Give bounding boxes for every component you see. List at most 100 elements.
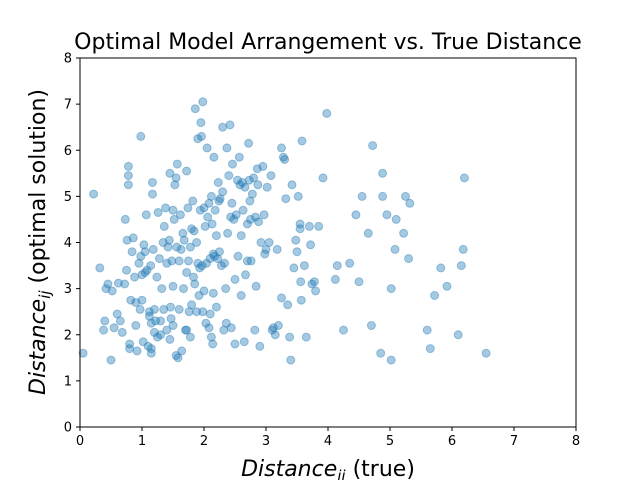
data-point — [430, 291, 440, 300]
data-point — [78, 348, 88, 358]
data-point — [246, 214, 255, 224]
y-tick-label: 0 — [64, 421, 72, 436]
data-point — [211, 302, 221, 312]
data-point — [250, 325, 260, 335]
data-point — [195, 263, 205, 273]
data-point — [292, 247, 302, 257]
data-point — [131, 298, 141, 307]
data-point — [180, 325, 190, 335]
data-point — [260, 249, 270, 259]
data-point — [188, 196, 198, 206]
data-point — [285, 332, 295, 342]
x-tick-label: 1 — [138, 434, 146, 449]
data-point — [215, 247, 224, 257]
data-point — [151, 316, 161, 326]
data-point — [149, 327, 159, 337]
data-point — [339, 325, 348, 335]
data-point — [146, 261, 156, 271]
data-point — [208, 339, 218, 349]
data-point — [198, 307, 208, 317]
x-tick-label: 7 — [510, 434, 518, 449]
x-axis-label-var: Distance — [241, 457, 337, 480]
data-point — [262, 182, 272, 192]
data-point — [146, 348, 156, 358]
data-point — [221, 284, 231, 294]
data-point — [368, 141, 378, 151]
data-point — [192, 238, 202, 247]
y-axis-label-subscript: ij — [36, 290, 54, 299]
data-point — [255, 341, 265, 351]
data-point — [169, 214, 179, 224]
data-point — [253, 180, 263, 190]
data-point — [456, 261, 466, 271]
data-point — [156, 316, 166, 326]
data-point — [314, 221, 324, 231]
data-point — [200, 221, 210, 231]
data-point — [211, 231, 221, 241]
plot-area-frame — [79, 57, 577, 428]
data-point — [153, 208, 163, 217]
data-point — [351, 210, 361, 220]
data-point — [304, 221, 314, 231]
data-point — [233, 251, 243, 261]
data-point — [140, 268, 150, 277]
data-point — [261, 244, 271, 254]
data-point — [399, 228, 409, 238]
data-point — [173, 353, 183, 363]
data-point — [322, 108, 332, 118]
data-point — [107, 286, 117, 296]
data-point — [136, 251, 146, 261]
data-point — [187, 224, 197, 234]
data-point — [259, 210, 269, 220]
data-point — [106, 355, 116, 365]
x-tick-label: 8 — [572, 434, 580, 449]
data-point — [332, 261, 342, 271]
data-point — [100, 316, 110, 326]
data-point — [251, 281, 261, 291]
data-point — [216, 261, 226, 271]
data-point — [144, 311, 154, 321]
data-point — [179, 235, 189, 245]
data-point — [185, 332, 195, 342]
data-point — [143, 341, 153, 351]
data-point — [206, 332, 216, 342]
data-point — [215, 194, 225, 204]
data-point — [306, 240, 316, 250]
data-point — [272, 244, 282, 254]
data-point — [228, 159, 237, 169]
data-point — [123, 180, 133, 190]
data-point — [204, 198, 214, 208]
data-point — [235, 180, 245, 190]
data-point — [176, 244, 186, 254]
data-point — [240, 182, 250, 192]
data-point — [178, 228, 188, 238]
data-point — [152, 272, 162, 282]
data-point — [89, 189, 99, 199]
data-point — [382, 210, 392, 220]
y-tick-label: 5 — [64, 190, 72, 205]
data-point — [128, 233, 138, 243]
data-point — [153, 332, 162, 342]
data-point — [254, 217, 264, 227]
data-point — [182, 166, 192, 176]
data-point — [309, 277, 319, 287]
data-point — [175, 210, 185, 220]
data-point — [258, 161, 268, 171]
data-point — [136, 131, 146, 141]
data-point — [363, 228, 373, 238]
data-point — [296, 277, 306, 287]
data-point — [137, 295, 147, 305]
x-tick-label: 4 — [324, 434, 332, 449]
data-point — [189, 226, 199, 236]
data-point — [220, 258, 229, 268]
data-point — [278, 152, 288, 162]
data-point — [122, 235, 132, 245]
x-tick-label: 3 — [262, 434, 270, 449]
data-point — [252, 164, 262, 174]
data-point — [172, 242, 182, 252]
data-point — [166, 314, 176, 324]
data-point — [247, 189, 257, 199]
data-point — [226, 212, 236, 222]
data-point — [354, 277, 364, 287]
